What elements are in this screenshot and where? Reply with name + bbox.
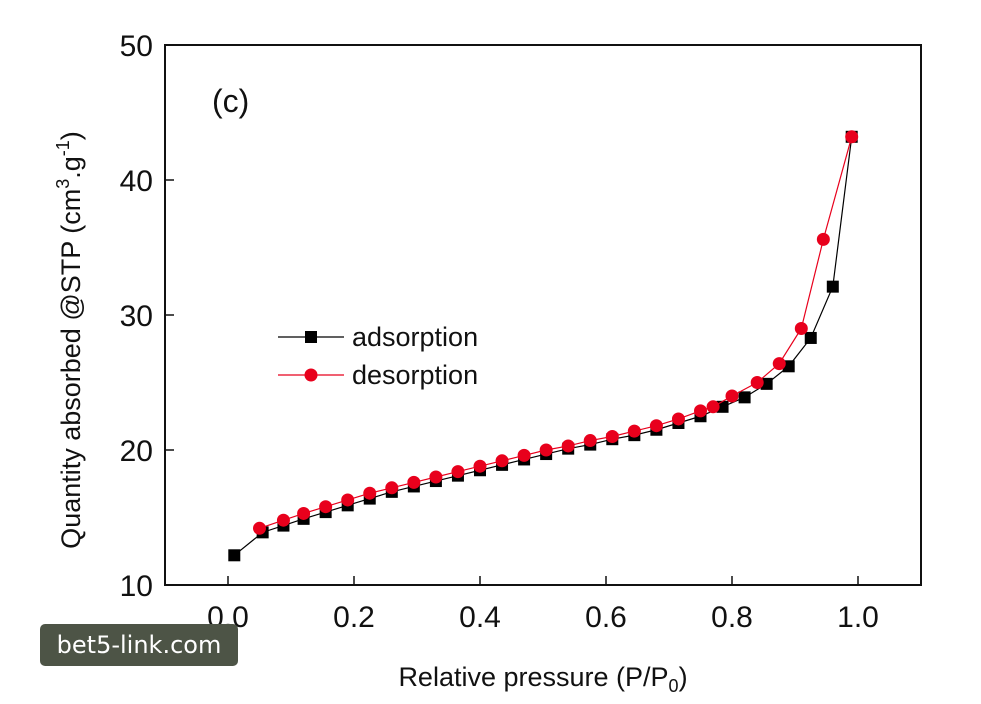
series-desorption-point [495, 454, 509, 468]
x-axis-title: Relative pressure (P/P0) [398, 662, 687, 696]
series-desorption-point [694, 404, 707, 418]
y-axis-title: Quantity absorbed @STP (cm3.g-1) [53, 131, 86, 549]
y-tick-label: 20 [120, 435, 153, 468]
series-desorption-point [649, 419, 663, 433]
y-axis-ticks: 10 20 30 40 50 [120, 30, 174, 603]
series-desorption-point [772, 357, 786, 371]
series-desorption-point [451, 465, 465, 479]
legend-adsorption-marker [305, 331, 317, 343]
series-desorption-point [750, 376, 764, 389]
series-desorption-line [259, 136, 853, 529]
legend-desorption-label: desorption [352, 360, 478, 390]
legend-adsorption-label: adsorption [352, 322, 478, 352]
y-tick-label: 10 [120, 570, 153, 603]
series-desorption-point [794, 322, 808, 335]
legend-desorption-marker [304, 368, 318, 382]
series-desorption-point [429, 470, 443, 484]
series-adsorption-point [760, 377, 773, 390]
series-desorption-point [407, 475, 421, 489]
plot-frame [164, 44, 922, 586]
watermark-badge: bet5-link.com [40, 624, 238, 666]
legend: adsorption desorption [278, 322, 478, 390]
series-desorption-point [583, 434, 597, 448]
series-desorption-point [363, 486, 377, 500]
x-tick-label: 0.4 [459, 601, 501, 634]
series-adsorption-line [233, 136, 853, 556]
series-desorption-point [297, 506, 311, 520]
y-tick-label: 40 [120, 165, 153, 198]
series-desorption-point [341, 493, 355, 507]
x-axis-ticks: 0.0 0.2 0.4 0.6 0.8 1.0 [207, 576, 879, 634]
panel-label: (c) [212, 83, 249, 119]
series-desorption-point [627, 424, 641, 438]
series-desorption-point [385, 481, 399, 495]
series-desorption-point [605, 430, 619, 443]
series-desorption-point [845, 130, 859, 144]
series-desorption-point [276, 513, 290, 527]
series-adsorption-point [804, 331, 817, 344]
series-layer [228, 130, 859, 562]
series-desorption-point [253, 521, 266, 535]
series-adsorption-point [228, 549, 241, 562]
series-desorption-point [816, 232, 830, 246]
y-tick-label: 30 [120, 300, 153, 333]
x-tick-label: 0.8 [711, 601, 753, 634]
series-desorption-point [517, 448, 531, 462]
series-desorption-point [561, 439, 575, 453]
x-tick-label: 1.0 [837, 601, 879, 634]
series-desorption-point [319, 500, 333, 514]
series-desorption-point [725, 389, 739, 403]
x-tick-label: 0.6 [585, 601, 627, 634]
x-tick-label: 0.2 [333, 601, 375, 634]
series-desorption-point [706, 400, 720, 414]
series-adsorption-point [738, 391, 751, 404]
series-desorption-point [539, 443, 553, 457]
y-tick-label: 50 [120, 30, 153, 63]
series-adsorption-point [826, 280, 839, 293]
series-desorption-point [671, 412, 685, 426]
series-desorption-point [473, 459, 487, 473]
